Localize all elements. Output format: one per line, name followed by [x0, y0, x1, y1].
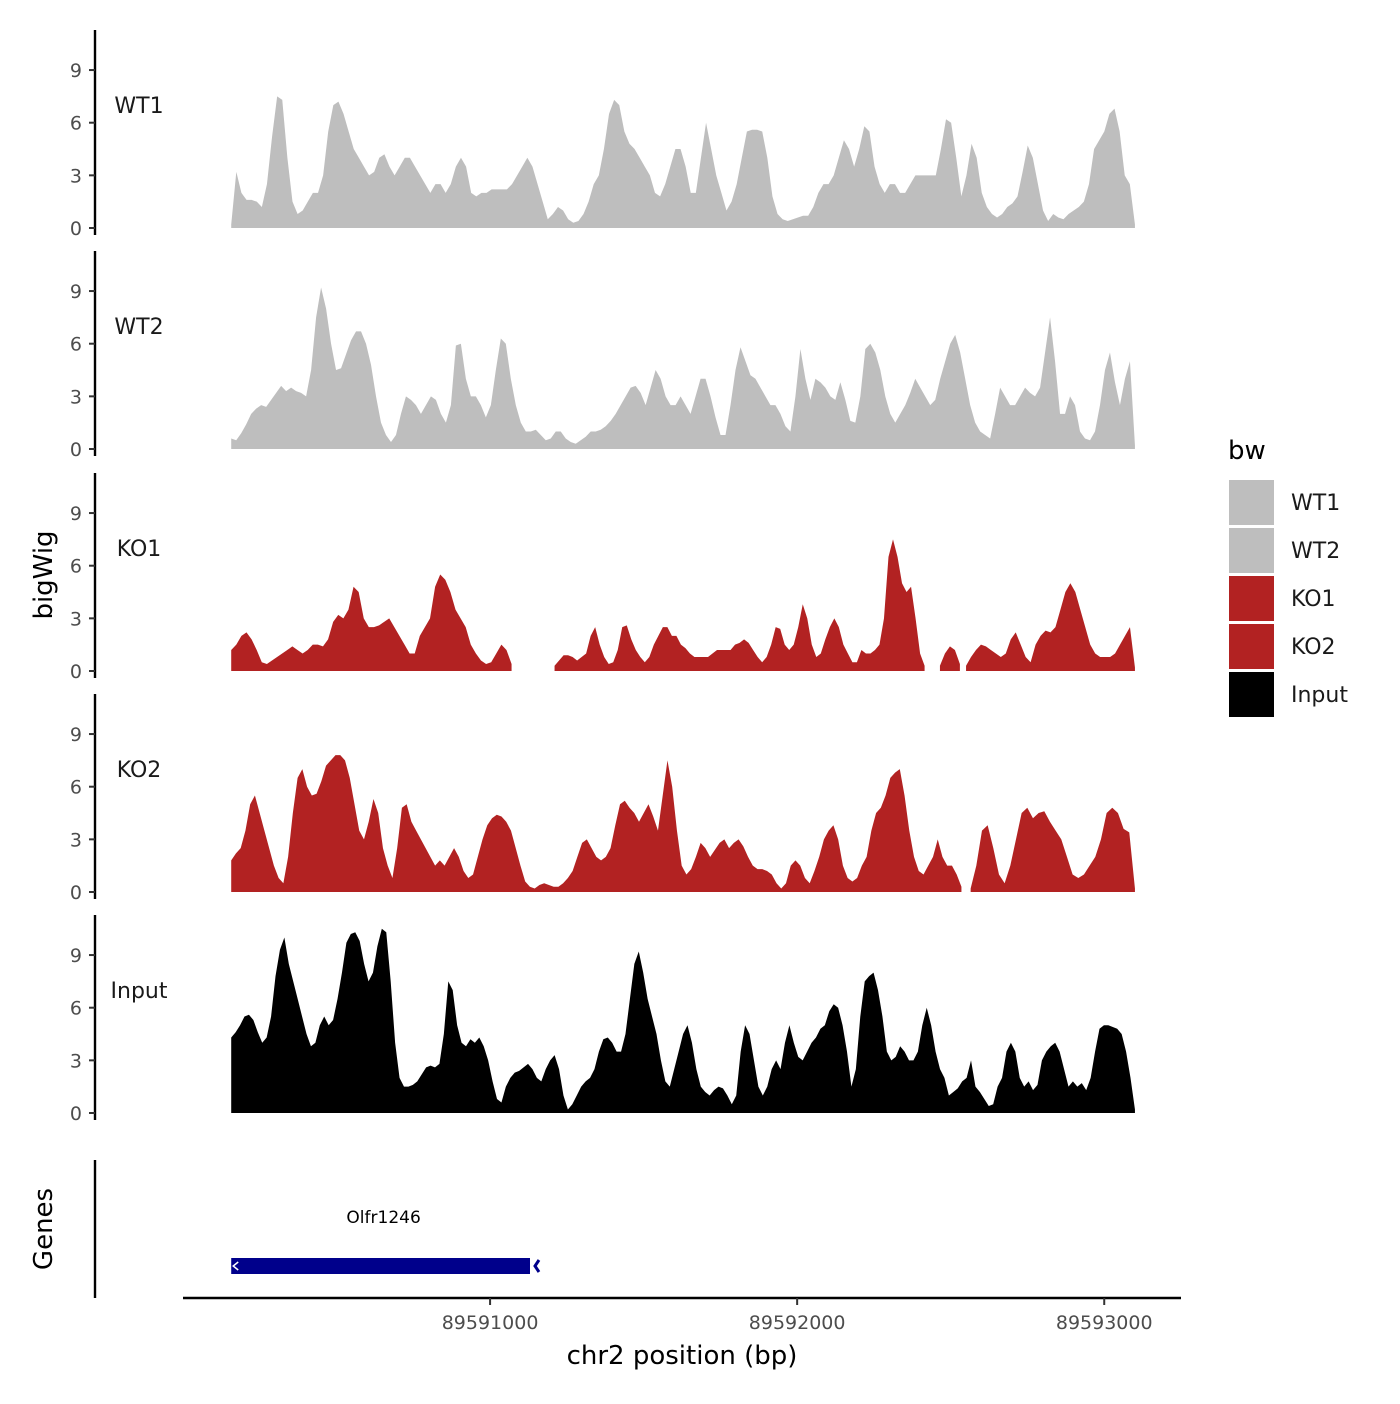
- legend-item-input: Input: [1229, 672, 1348, 717]
- track-label-wt2: WT2: [114, 315, 163, 340]
- y-tick-label: 9: [70, 945, 82, 967]
- coverage-area-ko1-segment-4: [966, 583, 1135, 671]
- track-wt2: 0 3 6 9 WT2: [70, 251, 1135, 461]
- x-tick-label: 89593000: [1056, 1312, 1153, 1334]
- legend-swatch: [1229, 480, 1274, 525]
- y-tick-label: 9: [70, 281, 82, 303]
- y-tick-label: 9: [70, 60, 82, 82]
- legend: bw WT1 WT2 KO1 KO2 Input: [1228, 436, 1348, 717]
- y-tick-label: 9: [70, 724, 82, 746]
- track-label-input: Input: [111, 979, 168, 1004]
- y-tick-label: 0: [70, 439, 82, 461]
- track-wt1: 0 3 6 9 WT1: [70, 30, 1135, 240]
- legend-swatch: [1229, 624, 1274, 669]
- y-tick-label: 3: [70, 386, 82, 408]
- legend-swatch: [1229, 672, 1274, 717]
- legend-item-ko1: KO1: [1229, 576, 1336, 621]
- x-axis: 89591000 89592000 89593000: [183, 1296, 1181, 1334]
- coverage-area-wt2: [231, 287, 1135, 449]
- gene-track-title: Genes: [29, 1188, 59, 1270]
- legend-title: bw: [1228, 436, 1266, 466]
- legend-swatch: [1229, 576, 1274, 621]
- gene-label: Olfr1246: [346, 1208, 420, 1228]
- track-label-wt1: WT1: [114, 94, 163, 119]
- legend-label: WT2: [1291, 539, 1340, 564]
- coverage-area-ko1-segment-2: [554, 539, 925, 671]
- y-axis-title: bigWig: [29, 530, 59, 619]
- x-axis-title: chr2 position (bp): [567, 1341, 798, 1371]
- y-tick-label: 6: [70, 334, 82, 356]
- track-panels: 0 3 6 9 WT1 0 3 6 9 WT2 0 3 6 9 KO1 0 3 6 9 KO2 0 3 6 9 Input: [70, 30, 1135, 1125]
- y-tick-label: 0: [70, 661, 82, 683]
- legend-label: WT1: [1291, 491, 1340, 516]
- track-label-ko1: KO1: [117, 537, 162, 562]
- coverage-area-ko1-segment-1: [231, 574, 512, 671]
- strand-arrow: [533, 1259, 541, 1273]
- x-tick-label: 89592000: [749, 1312, 846, 1334]
- gene-body: [231, 1258, 530, 1274]
- y-tick-label: 3: [70, 165, 82, 187]
- x-tick-label: 89591000: [442, 1312, 539, 1334]
- gene-olfr1246: Olfr1246: [231, 1208, 541, 1274]
- legend-item-ko2: KO2: [1229, 624, 1336, 669]
- track-label-ko2: KO2: [117, 758, 162, 783]
- coverage-area-ko1-segment-3: [939, 646, 960, 671]
- strand-arrow-start: [232, 1261, 239, 1271]
- y-tick-label: 6: [70, 777, 82, 799]
- coverage-area-ko2-segment-1: [231, 755, 962, 892]
- track-input: 0 3 6 9 Input: [70, 915, 1135, 1125]
- legend-item-wt1: WT1: [1229, 480, 1340, 525]
- gene-track-panel: Olfr1246: [93, 1160, 541, 1298]
- track-ko1: 0 3 6 9 KO1: [70, 473, 1135, 683]
- y-tick-label: 6: [70, 998, 82, 1020]
- legend-label: KO1: [1291, 587, 1336, 612]
- y-tick-label: 0: [70, 882, 82, 904]
- y-tick-label: 3: [70, 1050, 82, 1072]
- coverage-area-wt1: [231, 96, 1135, 228]
- y-tick-label: 3: [70, 829, 82, 851]
- track-ko2: 0 3 6 9 KO2: [70, 694, 1135, 904]
- y-tick-label: 9: [70, 503, 82, 525]
- legend-item-wt2: WT2: [1229, 528, 1340, 573]
- legend-swatch: [1229, 528, 1274, 573]
- y-tick-label: 6: [70, 113, 82, 135]
- y-tick-label: 0: [70, 1103, 82, 1125]
- y-tick-label: 3: [70, 608, 82, 630]
- coverage-area-input: [231, 928, 1135, 1113]
- y-tick-label: 6: [70, 556, 82, 578]
- legend-label: Input: [1291, 683, 1348, 708]
- coverage-area-ko2-segment-2: [970, 807, 1135, 892]
- legend-label: KO2: [1291, 635, 1336, 660]
- y-tick-label: 0: [70, 218, 82, 240]
